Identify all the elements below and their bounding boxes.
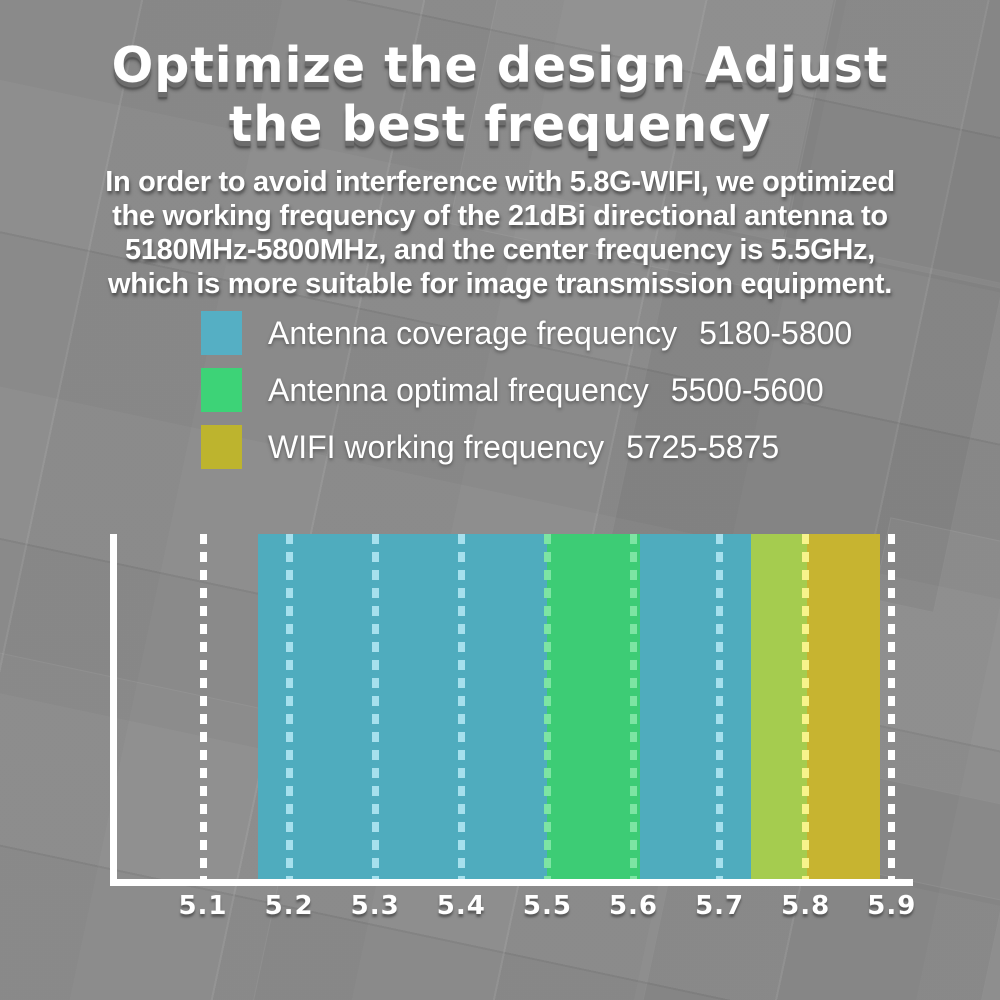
legend-item-wifi: WIFI working frequency 5725-5875 bbox=[201, 425, 852, 469]
x-tick-label-5.6: 5.6 bbox=[608, 891, 659, 921]
legend-item-optimal: Antenna optimal frequency 5500-5600 bbox=[201, 368, 852, 412]
x-tick-label-5.3: 5.3 bbox=[350, 891, 400, 921]
legend-item-coverage: Antenna coverage frequency 5180-5800 bbox=[201, 311, 852, 355]
x-tick-dash-5.6 bbox=[630, 534, 637, 880]
y-axis-line bbox=[110, 534, 117, 886]
x-axis-line bbox=[110, 879, 913, 886]
x-tick-label-5.2: 5.2 bbox=[264, 891, 314, 921]
x-tick-label-5.5: 5.5 bbox=[522, 891, 572, 921]
x-tick-label-5.9: 5.9 bbox=[867, 891, 917, 921]
x-tick-dash-5.1 bbox=[199, 534, 207, 880]
band-antenna-coverage bbox=[258, 534, 751, 880]
legend-range: 5180-5800 bbox=[699, 314, 853, 351]
x-tick-dash-5.5 bbox=[543, 534, 551, 880]
x-tick-dash-5.3 bbox=[371, 534, 379, 880]
band-coverage-wifi-overlap bbox=[750, 534, 807, 880]
chart-legend: Antenna coverage frequency 5180-5800 Ant… bbox=[201, 311, 852, 482]
x-tick-dash-5.8 bbox=[802, 534, 810, 880]
intro-line: the working frequency of the 21dBi direc… bbox=[112, 200, 888, 232]
band-antenna-optimal bbox=[547, 534, 641, 880]
band-wifi-working bbox=[806, 534, 880, 880]
legend-label: WIFI working frequency bbox=[268, 428, 605, 465]
page-title-line1: Optimize the design Adjust bbox=[111, 37, 889, 94]
intro-paragraph: In order to avoid interference with 5.8G… bbox=[0, 165, 1000, 301]
x-tick-label-5.4: 5.4 bbox=[436, 891, 486, 921]
legend-swatch-optimal bbox=[201, 368, 242, 412]
page-title-line2: the best frequency bbox=[228, 96, 772, 153]
legend-swatch-coverage bbox=[201, 311, 242, 355]
legend-swatch-wifi bbox=[201, 425, 242, 469]
x-tick-dash-5.7 bbox=[716, 534, 724, 880]
legend-range: 5725-5875 bbox=[626, 428, 780, 465]
legend-label: Antenna optimal frequency bbox=[268, 371, 649, 408]
intro-line: In order to avoid interference with 5.8G… bbox=[105, 166, 895, 198]
x-tick-dash-5.9 bbox=[888, 534, 896, 880]
x-tick-label-5.8: 5.8 bbox=[781, 891, 831, 921]
legend-label: Antenna coverage frequency bbox=[268, 314, 678, 351]
x-tick-label-5.1: 5.1 bbox=[178, 891, 228, 921]
intro-line: 5180MHz-5800MHz, and the center frequenc… bbox=[125, 234, 875, 266]
x-tick-dash-5.4 bbox=[457, 534, 465, 880]
page-title: Optimize the design Adjust the best freq… bbox=[0, 36, 1000, 154]
intro-line: which is more suitable for image transmi… bbox=[107, 268, 893, 300]
x-tick-dash-5.2 bbox=[285, 534, 293, 880]
x-tick-label-5.7: 5.7 bbox=[695, 891, 745, 921]
legend-range: 5500-5600 bbox=[670, 371, 824, 408]
